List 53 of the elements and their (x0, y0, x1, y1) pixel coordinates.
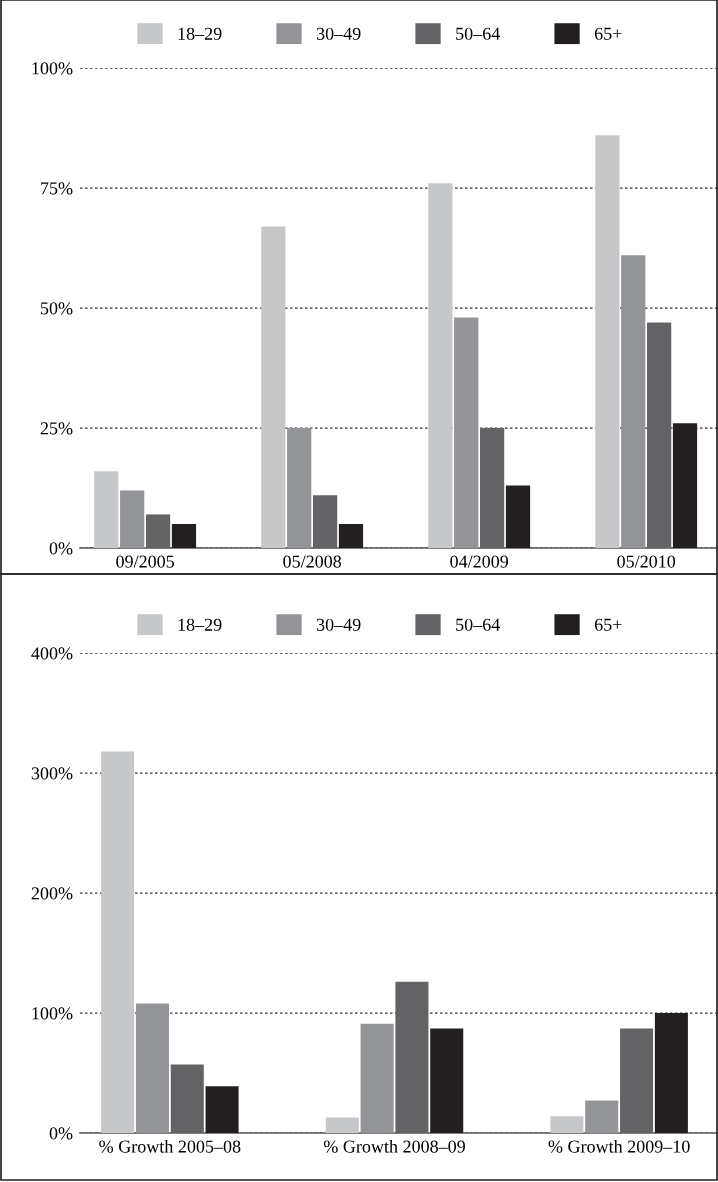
x-tick-label: % Growth 2005–08 (99, 1139, 241, 1153)
bar (135, 1003, 169, 1133)
bar (620, 1028, 654, 1133)
legend-label: 30–49 (316, 27, 361, 40)
x-tick-label: 05/2008 (283, 555, 342, 568)
bar (94, 471, 119, 548)
y-tick-label: 100% (32, 62, 73, 75)
bar (171, 524, 197, 548)
bar (672, 423, 698, 548)
y-tick-label: 0% (49, 542, 73, 555)
bar (120, 490, 145, 548)
legend-label: 50–64 (456, 618, 500, 631)
x-tick-label: 05/2010 (617, 555, 676, 568)
bar (654, 1013, 688, 1133)
bar (170, 1064, 204, 1133)
x-tick-label: 04/2009 (450, 555, 509, 568)
bar (205, 1086, 239, 1133)
y-tick-label: 75% (41, 182, 73, 195)
x-tick-label: % Growth 2008–09 (323, 1139, 465, 1153)
legend-label: 50–64 (456, 27, 500, 40)
legend-label: 65+ (594, 618, 622, 631)
legend-label: 18–29 (178, 618, 222, 631)
y-tick-label: 0% (49, 1127, 73, 1140)
bar (647, 322, 672, 548)
bar (338, 524, 364, 548)
bar (312, 495, 338, 548)
bar (261, 226, 286, 548)
bar (480, 428, 505, 548)
bar (595, 135, 620, 548)
y-tick-label: 300% (31, 767, 73, 780)
bar (505, 485, 531, 548)
bar (430, 1028, 464, 1133)
y-tick-label: 400% (31, 647, 73, 660)
bar (428, 183, 453, 548)
y-tick-label: 25% (40, 422, 73, 435)
bar (325, 1117, 359, 1133)
bar (101, 751, 135, 1133)
legend-label: 65+ (594, 27, 622, 40)
bar (145, 514, 171, 548)
y-tick-label: 200% (31, 887, 73, 900)
y-tick-label: 50% (41, 302, 73, 315)
bar (585, 1100, 619, 1133)
legend-label: 18–29 (178, 27, 222, 40)
bar (550, 1116, 584, 1133)
x-tick-label: 09/2005 (116, 555, 175, 568)
bar (360, 1023, 394, 1133)
bar (454, 317, 479, 548)
bar (395, 981, 429, 1133)
legend-label: 30–49 (316, 618, 361, 631)
bar (621, 255, 646, 548)
x-tick-label: % Growth 2009–10 (548, 1139, 690, 1153)
bar (287, 428, 312, 548)
y-tick-label: 100% (32, 1007, 73, 1020)
